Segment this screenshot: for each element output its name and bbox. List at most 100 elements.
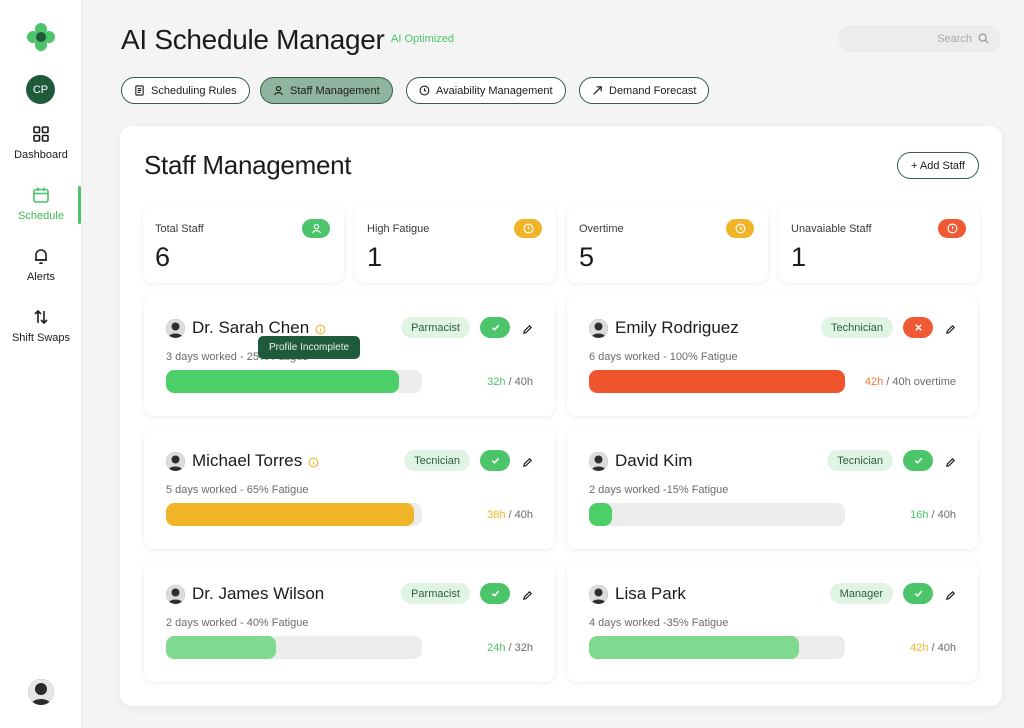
tab-availability-management[interactable]: Avaiability Management <box>406 77 566 104</box>
sidebar-item-shift-swaps[interactable]: Shift Swaps <box>0 308 82 358</box>
staff-name: Dr. Sarah Chen <box>192 318 310 337</box>
role-badge: Technician <box>821 317 893 338</box>
edit-icon[interactable] <box>945 455 956 467</box>
grid-icon <box>33 126 49 142</box>
staff-name: Dr. James Wilson <box>192 584 325 603</box>
stat-badge <box>938 219 966 238</box>
staff-name: Michael Torres <box>192 451 303 470</box>
staff-card[interactable]: Emily Rodriguez Technician 6 days worked… <box>567 295 978 416</box>
staff-avatar <box>166 585 185 604</box>
hours-total: / 40h <box>505 376 533 388</box>
available-status-toggle[interactable] <box>903 450 933 471</box>
edit-icon[interactable] <box>945 322 956 334</box>
alert-circle-icon <box>947 223 957 234</box>
stat-card-high-fatigue: High Fatigue 1 <box>355 206 556 283</box>
stat-value: 1 <box>367 242 383 272</box>
staff-detail: 4 days worked -35% Fatigue <box>589 617 729 629</box>
hours-progress-track <box>589 503 845 526</box>
clock-icon <box>419 85 430 96</box>
search-placeholder: Search <box>937 32 972 45</box>
stat-badge <box>514 219 542 238</box>
add-staff-button[interactable]: + Add Staff <box>897 152 979 179</box>
clock-icon <box>735 223 745 234</box>
sidebar-item-dashboard[interactable]: Dashboard <box>0 125 82 175</box>
user-initials-avatar[interactable]: CP <box>26 75 55 104</box>
staff-card[interactable]: Lisa Park Manager 4 days worked -35% Fat… <box>567 561 978 682</box>
stat-label: Unavaiable Staff <box>791 223 872 235</box>
stat-value: 1 <box>791 242 807 272</box>
hours-total: / 40h <box>505 509 533 521</box>
edit-icon[interactable] <box>945 588 956 600</box>
hours-worked: 38h <box>487 509 506 521</box>
staff-name: David Kim <box>615 451 693 470</box>
check-icon <box>913 588 924 599</box>
edit-icon[interactable] <box>522 588 533 600</box>
ai-optimized-badge: AI Optimized <box>391 33 454 45</box>
hours-progress-track <box>166 636 422 659</box>
available-status-toggle[interactable] <box>903 583 933 604</box>
staff-avatar <box>589 585 608 604</box>
search-icon <box>978 33 989 44</box>
alert-circle-icon <box>523 223 533 234</box>
tab-staff-management[interactable]: Staff Management <box>260 77 393 104</box>
role-badge: Tecnician <box>404 450 470 471</box>
unavailable-status-toggle[interactable] <box>903 317 933 338</box>
available-status-toggle[interactable] <box>480 317 510 338</box>
hours-progress-fill <box>166 370 399 393</box>
document-icon <box>135 85 144 96</box>
hours-progress-fill <box>589 636 799 659</box>
sidebar-item-label: Dashboard <box>14 149 68 161</box>
stat-badge <box>726 219 754 238</box>
staff-avatar <box>166 319 185 338</box>
staff-card[interactable]: Dr. James Wilson Parmacist 2 days worked… <box>144 561 555 682</box>
hours-total: / 32h <box>505 642 533 654</box>
staff-detail: 2 days worked -15% Fatigue <box>589 484 729 496</box>
check-icon <box>490 588 501 599</box>
staff-avatar <box>589 319 608 338</box>
staff-card[interactable]: David Kim Tecnician 2 days worked -15% F… <box>567 428 978 549</box>
edit-icon[interactable] <box>522 322 533 334</box>
staff-detail: 2 days worked - 40% Fatigue <box>166 617 309 629</box>
edit-icon[interactable] <box>522 455 533 467</box>
tab-demand-forecast[interactable]: Demand Forecast <box>579 77 710 104</box>
trend-arrow-icon <box>593 86 602 95</box>
swap-icon <box>34 309 48 325</box>
hours-label: 42h / 40h <box>910 642 956 654</box>
hours-total: / 40h <box>928 642 956 654</box>
check-icon <box>490 322 501 333</box>
sidebar-item-label: Schedule <box>18 210 64 222</box>
stat-label: High Fatigue <box>367 223 430 235</box>
staff-name: Lisa Park <box>615 584 686 603</box>
warning-info-icon[interactable] <box>308 455 319 468</box>
hours-total: / 40h overtime <box>883 376 956 388</box>
staff-card[interactable]: Michael Torres Tecnician 5 days worked -… <box>144 428 555 549</box>
sidebar: CP Dashboard Schedule Alerts Shift Swaps <box>0 0 82 728</box>
stat-label: Total Staff <box>155 223 204 235</box>
hours-label: 38h / 40h <box>487 509 533 521</box>
person-icon <box>274 86 283 96</box>
logo-icon <box>27 23 55 51</box>
hours-worked: 32h <box>487 376 506 388</box>
available-status-toggle[interactable] <box>480 583 510 604</box>
search-input[interactable]: Search <box>838 25 1001 52</box>
hours-worked: 42h <box>910 642 929 654</box>
sidebar-item-alerts[interactable]: Alerts <box>0 247 82 297</box>
available-status-toggle[interactable] <box>480 450 510 471</box>
sidebar-item-schedule[interactable]: Schedule <box>0 186 82 236</box>
hours-progress-fill <box>166 636 277 659</box>
stat-card-unavailable-staff: Unavaiable Staff 1 <box>779 206 980 283</box>
sidebar-item-label: Alerts <box>26 271 56 283</box>
hours-worked: 24h <box>487 642 506 654</box>
role-badge: Manager <box>829 583 893 604</box>
section-title: Staff Management <box>144 150 352 180</box>
tab-scheduling-rules[interactable]: Scheduling Rules <box>121 77 250 104</box>
stat-card-total-staff: Total Staff 6 <box>143 206 344 283</box>
hours-progress-track <box>166 370 422 393</box>
person-photo-icon <box>28 679 54 705</box>
profile-avatar[interactable] <box>28 679 54 705</box>
person-icon <box>311 223 321 234</box>
hours-label: 24h / 32h <box>487 642 533 654</box>
warning-info-icon[interactable] <box>315 322 326 335</box>
hours-label: 42h / 40h overtime <box>865 376 956 388</box>
hours-progress-track <box>589 636 845 659</box>
